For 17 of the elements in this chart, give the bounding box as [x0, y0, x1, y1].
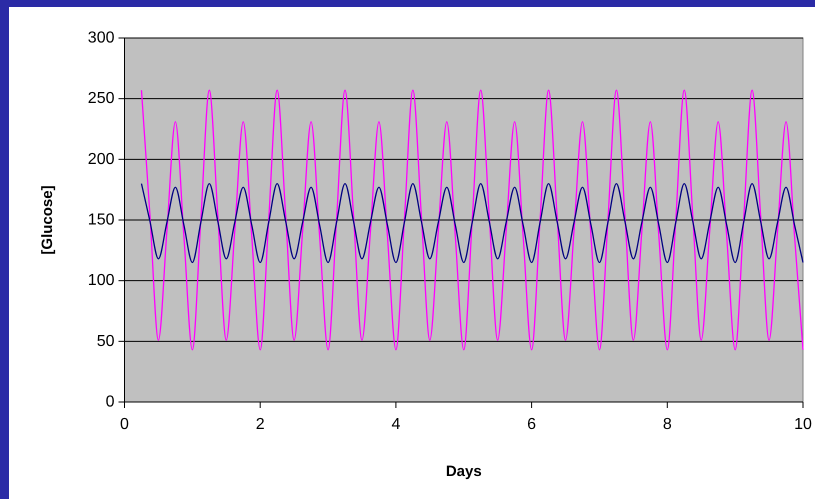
x-tick-label: 0 — [120, 416, 130, 433]
y-tick-label: 100 — [88, 272, 115, 290]
y-tick-label: 250 — [88, 90, 115, 108]
line-series — [140, 90, 804, 350]
line-series — [140, 182, 804, 264]
x-axis-title: Days — [446, 463, 482, 480]
x-tick-label: 8 — [662, 416, 672, 433]
x-tick-label: 6 — [527, 416, 536, 433]
x-tick-label: 2 — [256, 416, 265, 433]
y-tick-label: 50 — [96, 332, 115, 350]
y-tick-label: 300 — [88, 30, 115, 46]
y-tick-label: 0 — [106, 394, 115, 410]
y-axis-title: [Glucose] — [39, 185, 56, 255]
x-tick-label: 10 — [794, 416, 812, 433]
x-tick-label: 4 — [391, 416, 400, 433]
y-tick-label: 200 — [88, 150, 115, 168]
y-tick-label: 150 — [88, 212, 115, 228]
